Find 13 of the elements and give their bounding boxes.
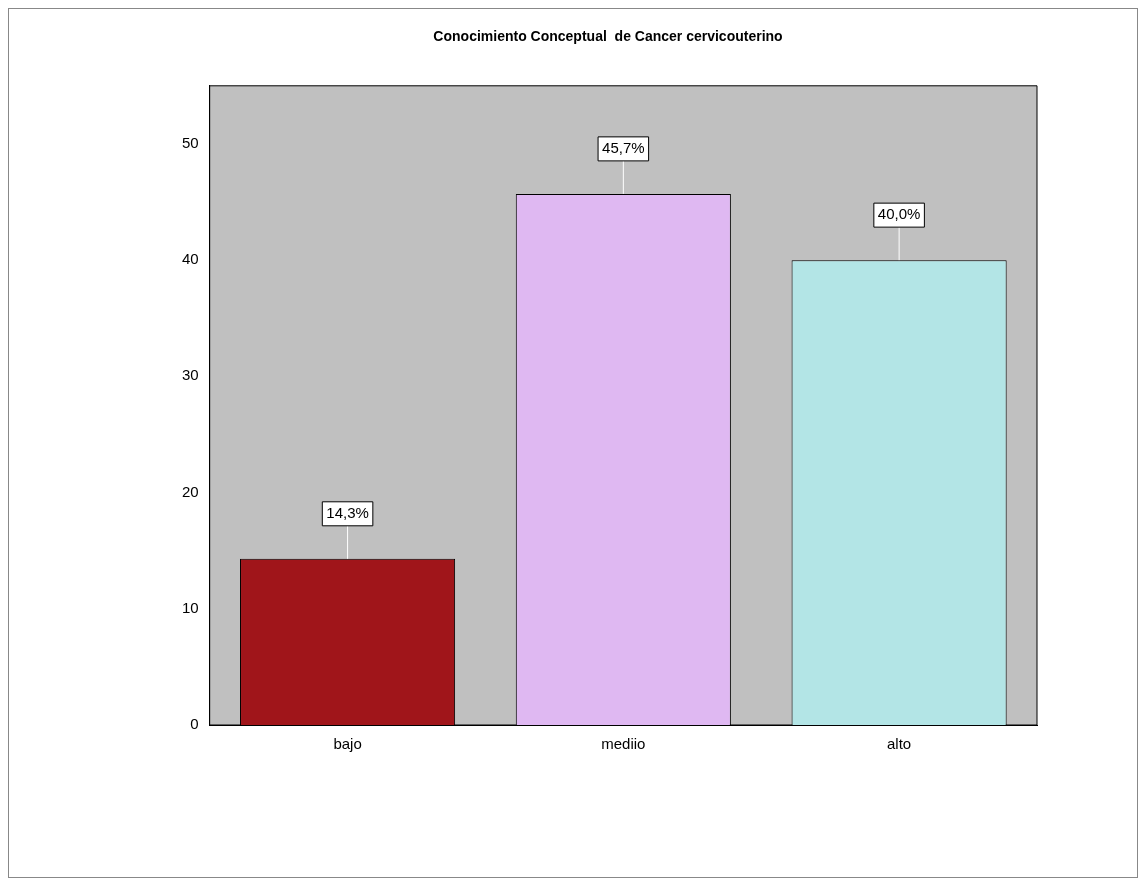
y-tick-label: 0 [190,715,199,733]
y-tick-label: 10 [182,598,199,616]
data-label: 40,0% [877,205,921,223]
y-tick-label: 30 [182,366,199,384]
x-tick-label: mediio [601,735,646,753]
x-tick-label: alto [887,735,912,753]
data-label: 45,7% [602,139,645,157]
x-tick-label: bajo [333,735,362,753]
y-tick-label: 50 [182,134,199,152]
chart-title: Conocimiento Conceptual de Cancer cervicouterino [433,28,783,45]
y-tick-label: 20 [182,482,199,500]
data-label: 14,3% [326,503,369,521]
y-tick-label: 40 [182,250,199,268]
